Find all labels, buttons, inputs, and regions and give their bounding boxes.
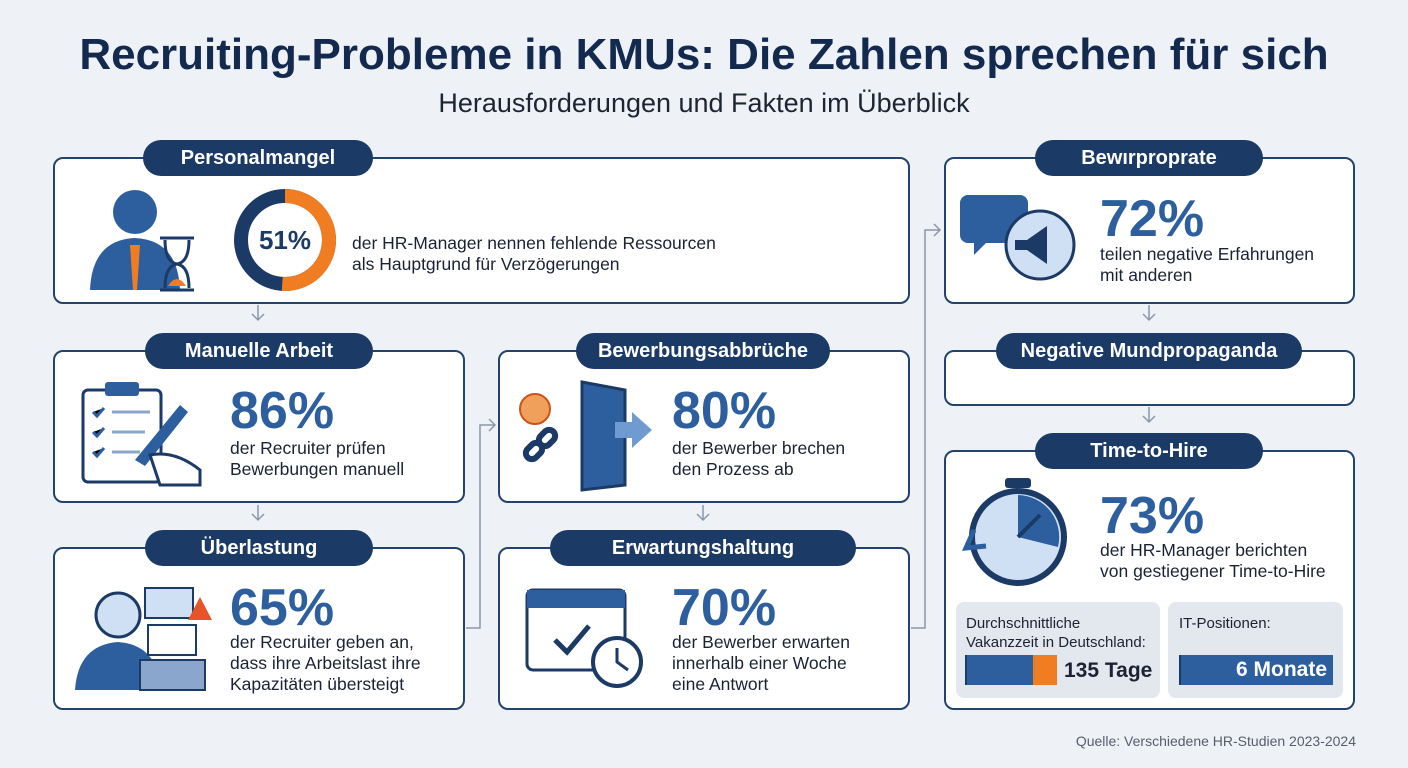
bar: [965, 655, 1035, 685]
info-value: 6 Monate: [1179, 655, 1333, 685]
card-text: mit anderen: [1100, 265, 1193, 285]
info-label: Vakanzzeit in Deutschland:: [966, 634, 1146, 651]
card: [498, 350, 910, 503]
card-text: teilen negative Erfahrungen: [1100, 244, 1315, 264]
stat: 65%: [230, 579, 335, 637]
card-text: den Prozess ab: [672, 459, 794, 479]
card-label: Überlastung: [145, 530, 373, 566]
bar: [1033, 655, 1057, 685]
subtitle: Herausforderungen und Fakten im Überblic…: [438, 88, 970, 118]
card-label: Negative Mundpropaganda: [996, 333, 1302, 369]
title: Recruiting-Probleme in KMUs: Die Zahlen …: [79, 30, 1329, 79]
stat: 72%: [1100, 190, 1205, 248]
card-label: Bewerbungsabbrüche: [576, 333, 830, 369]
card-text: eine Antwort: [672, 674, 769, 694]
card: [53, 157, 910, 304]
info-value: 135 Tage: [1064, 659, 1153, 682]
card-label: Personalmangel: [143, 140, 373, 176]
donut-arc: [281, 189, 336, 291]
stat: 51%: [258, 225, 312, 255]
card-text: der Recruiter prüfen: [230, 438, 386, 458]
stat: 70%: [672, 579, 777, 637]
card-text: der Recruiter geben an,: [230, 632, 414, 652]
info-label: IT-Positionen:: [1179, 615, 1271, 632]
card-label: Manuelle Arbeit: [145, 333, 373, 369]
card-label: Erwartungshaltung: [550, 530, 856, 566]
card-text: von gestiegener Time-to-Hire: [1100, 561, 1326, 581]
card-text: Kapazitäten übersteigt: [230, 674, 405, 694]
card-text: als Hauptgrund für Verzögerungen: [352, 254, 620, 274]
card-text: innerhalb einer Woche: [672, 653, 847, 673]
card-text: der HR-Manager berichten: [1100, 540, 1308, 560]
card-text: der HR-Manager nennen fehlende Ressource…: [352, 233, 716, 253]
card-text: der Bewerber brechen: [672, 438, 846, 458]
card-label: Time-to-Hire: [1035, 433, 1263, 469]
stat: 73%: [1100, 487, 1205, 545]
card-text: der Bewerber erwarten: [672, 632, 850, 652]
card-label: Bewırproprate: [1035, 140, 1263, 176]
source: Quelle: Verschiedene HR-Studien 2023-202…: [1075, 733, 1356, 749]
stat: 80%: [672, 382, 777, 440]
card-text: dass ihre Arbeitslast ihre: [230, 653, 421, 673]
stat: 86%: [230, 382, 335, 440]
info-label: Durchschnittliche: [966, 615, 1081, 632]
card-text: Bewerbungen manuell: [230, 459, 405, 479]
